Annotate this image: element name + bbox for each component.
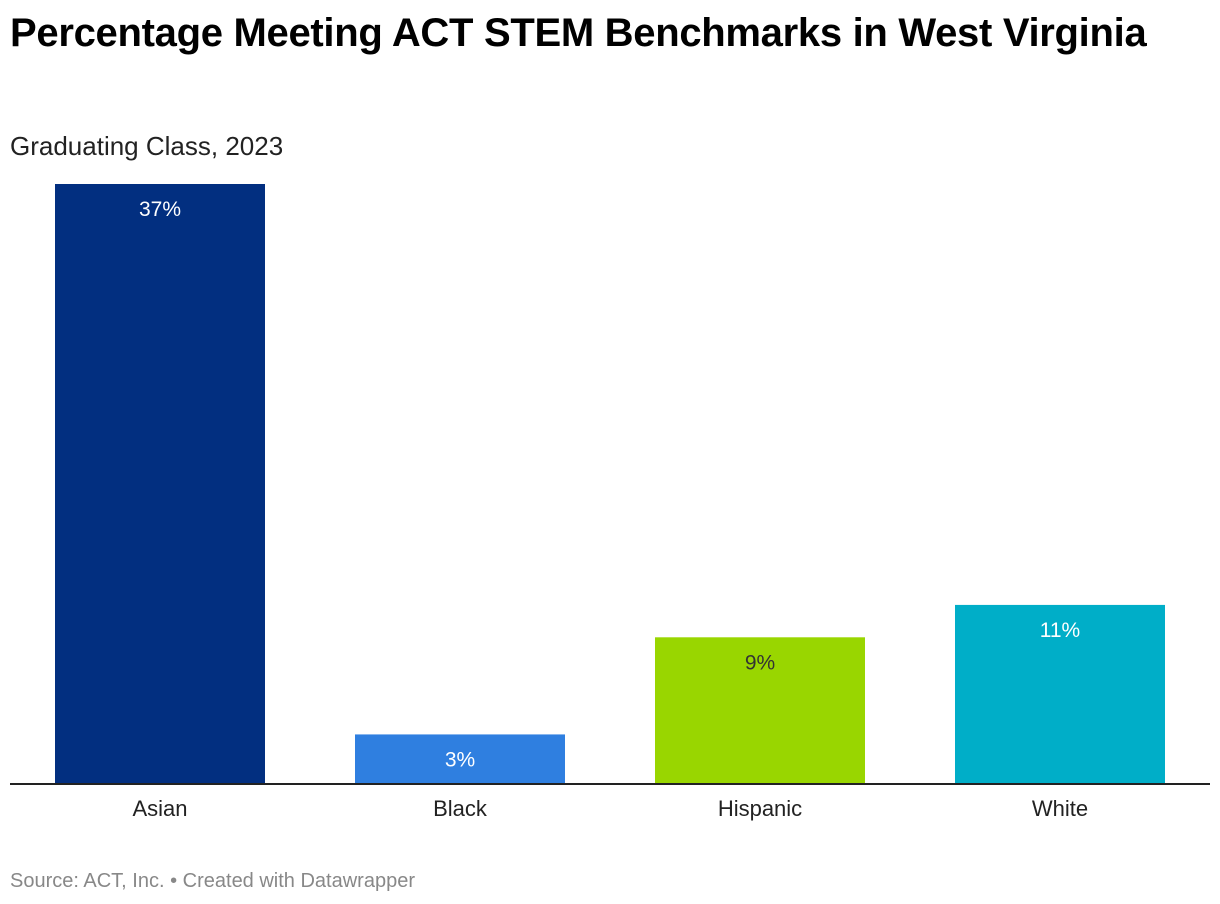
chart-subtitle: Graduating Class, 2023 xyxy=(10,131,284,161)
value-label-hispanic: 9% xyxy=(745,651,775,674)
bar-asian xyxy=(55,184,265,783)
bars-layer: 37% 3% 9% 11% xyxy=(55,184,1165,783)
chart-title: Percentage Meeting ACT STEM Benchmarks i… xyxy=(10,11,1147,55)
bar-black xyxy=(355,734,565,783)
footer-separator: • xyxy=(170,870,178,892)
category-labels: Asian Black Hispanic White xyxy=(132,796,1088,821)
bar-chart: 37% 3% 9% 11% Asian Black Hispanic White xyxy=(10,184,1210,821)
category-label-black: Black xyxy=(433,796,488,821)
category-label-hispanic: Hispanic xyxy=(718,796,802,821)
category-label-white: White xyxy=(1032,796,1088,821)
credit-note: Created with Datawrapper xyxy=(182,870,415,892)
value-label-white: 11% xyxy=(1040,619,1080,642)
source-note: Source: ACT, Inc. xyxy=(10,870,165,892)
chart-footer: Source: ACT, Inc. • Created with Datawra… xyxy=(10,867,415,895)
value-label-asian: 37% xyxy=(139,198,181,221)
bar-white xyxy=(955,604,1165,783)
value-label-black: 3% xyxy=(445,748,475,771)
bar-hispanic xyxy=(655,637,865,783)
category-label-asian: Asian xyxy=(132,796,187,821)
